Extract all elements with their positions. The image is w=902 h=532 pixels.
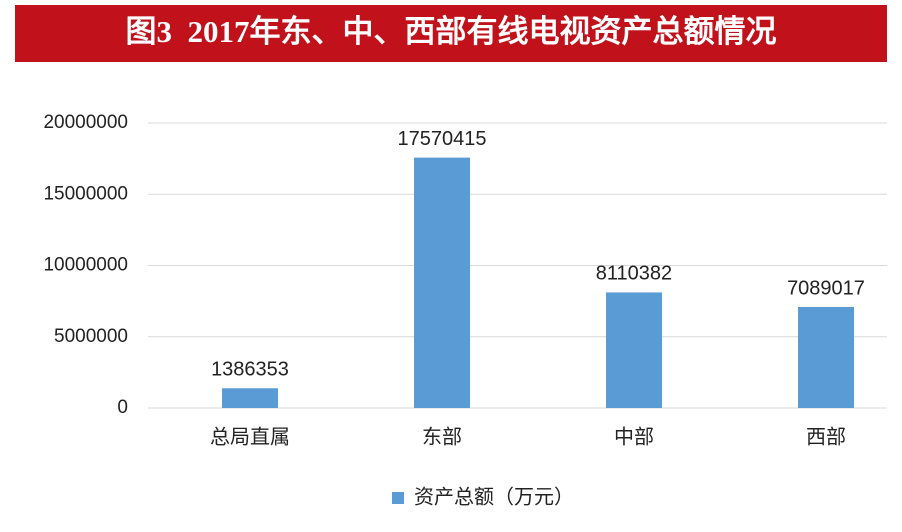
y-tick-label: 0 xyxy=(117,397,128,418)
bar xyxy=(222,388,278,408)
x-tick-label: 中部 xyxy=(614,425,654,448)
value-label: 8110382 xyxy=(596,263,672,285)
y-tick-label: 20000000 xyxy=(43,112,128,133)
legend-label: 资产总额（万元） xyxy=(414,485,574,508)
legend-swatch xyxy=(392,492,404,504)
x-tick-label: 西部 xyxy=(806,425,846,448)
bar xyxy=(798,306,854,408)
y-tick-label: 15000000 xyxy=(43,183,128,204)
value-label: 1386353 xyxy=(211,359,289,381)
x-tick-label: 总局直属 xyxy=(210,425,290,448)
y-tick-label: 5000000 xyxy=(54,326,128,347)
bar xyxy=(606,292,662,408)
value-label: 7089017 xyxy=(787,277,865,299)
chart-title: 图3 2017年东、中、西部有线电视资产总额情况 xyxy=(126,14,777,49)
y-tick-label: 10000000 xyxy=(43,255,128,276)
value-label: 17570415 xyxy=(398,128,487,150)
title-banner xyxy=(15,5,887,62)
x-tick-label: 东部 xyxy=(422,425,462,448)
bar xyxy=(414,157,470,408)
